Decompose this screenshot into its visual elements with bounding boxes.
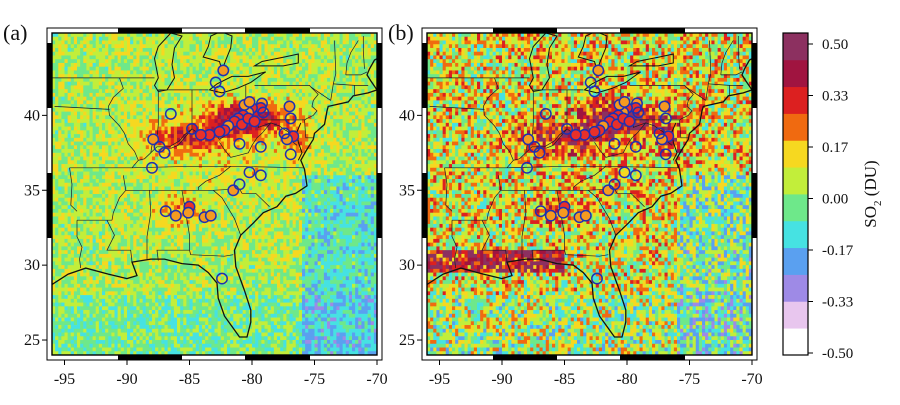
panel-label-a: (a)	[3, 20, 27, 45]
colorbar-title-unit: (DU)	[861, 160, 880, 200]
colorbar-segment	[783, 328, 808, 355]
power-plant-marker	[214, 127, 224, 137]
power-plant-marker	[244, 97, 254, 107]
colorbar-tick-label: -0.33	[822, 295, 853, 311]
colorbar-segment	[783, 114, 808, 141]
power-plant-marker	[603, 185, 613, 195]
power-plant-marker	[282, 134, 292, 144]
colorbar-segment	[783, 221, 808, 248]
power-plant-marker	[558, 208, 568, 218]
power-plant-marker	[206, 211, 216, 221]
colorbar-segment	[783, 248, 808, 275]
x-tick-label: -80	[616, 371, 637, 388]
so2-grid-a	[52, 33, 377, 355]
x-tick-label: -95	[54, 371, 75, 388]
power-plant-marker	[249, 116, 259, 126]
colorbar-gradient	[783, 33, 808, 355]
power-plant-marker	[659, 101, 669, 111]
map-panel-a: (a) -95 -90 -85 -80 -75 -70 25 30 35 40	[3, 20, 413, 388]
colorbar-segment	[783, 140, 808, 167]
colorbar-segment	[783, 194, 808, 221]
colorbar: 0.50 0.33 0.17 0.00 -0.17 -0.33 -0.50 SO2 (DU)	[783, 33, 884, 362]
colorbar-title-main: SO	[861, 206, 880, 228]
colorbar-tick-label: 0.17	[822, 140, 849, 156]
colorbar-tick-label: -0.50	[822, 346, 853, 362]
x-tick-label: -75	[679, 371, 700, 388]
x-tick-label: -80	[241, 371, 262, 388]
colorbar-segment	[783, 167, 808, 194]
x-tick-label: -75	[304, 371, 325, 388]
y-tick-label: 30	[399, 257, 415, 274]
power-plant-marker	[589, 127, 599, 137]
colorbar-tick-label: -0.17	[822, 243, 854, 259]
x-tick-label: -90	[116, 371, 137, 388]
colorbar-tick-label: 0.33	[822, 89, 848, 105]
colorbar-segment	[783, 301, 808, 328]
power-plant-marker	[581, 211, 591, 221]
y-tick-label: 25	[24, 332, 40, 349]
map-panel-b: (b) -95 -90 -85 -80 -75 -70 25 30 35 40	[388, 20, 788, 388]
x-tick-label: -70	[741, 371, 762, 388]
y-tick-label: 35	[399, 182, 415, 199]
y-axis-ticks-a: 25 30 35 40	[24, 107, 47, 349]
x-tick-label: -85	[554, 371, 575, 388]
x-axis-ticks-b: -95 -90 -85 -80 -75 -70	[429, 360, 763, 388]
power-plant-marker	[624, 116, 634, 126]
x-tick-label: -85	[179, 371, 200, 388]
x-tick-label: -95	[429, 371, 450, 388]
y-tick-label: 35	[24, 182, 40, 199]
x-tick-label: -70	[366, 371, 387, 388]
x-axis-ticks-a: -95 -90 -85 -80 -75 -70	[54, 360, 388, 388]
colorbar-tick-label: 0.00	[822, 192, 848, 208]
y-tick-label: 40	[399, 107, 415, 124]
so2-grid-b	[427, 33, 752, 355]
power-plant-marker	[171, 211, 181, 221]
power-plant-marker	[657, 134, 667, 144]
colorbar-segment	[783, 87, 808, 114]
y-axis-ticks-b: 25 30 35 40	[399, 107, 422, 349]
colorbar-segment	[783, 33, 808, 60]
power-plant-marker	[284, 101, 294, 111]
power-plant-marker	[228, 185, 238, 195]
power-plant-marker	[183, 208, 193, 218]
colorbar-segment	[783, 60, 808, 87]
power-plant-marker	[218, 65, 228, 75]
y-tick-label: 30	[24, 257, 40, 274]
power-plant-marker	[593, 65, 603, 75]
colorbar-title: SO2 (DU)	[861, 160, 884, 227]
y-tick-label: 25	[399, 332, 415, 349]
panel-label-b: (b)	[388, 20, 414, 45]
colorbar-segment	[783, 275, 808, 302]
power-plant-marker	[619, 97, 629, 107]
power-plant-marker	[546, 211, 556, 221]
colorbar-ticks: 0.50 0.33 0.17 0.00 -0.17 -0.33 -0.50	[808, 37, 854, 362]
colorbar-tick-label: 0.50	[822, 37, 848, 53]
x-tick-label: -90	[491, 371, 512, 388]
y-tick-label: 40	[24, 107, 40, 124]
